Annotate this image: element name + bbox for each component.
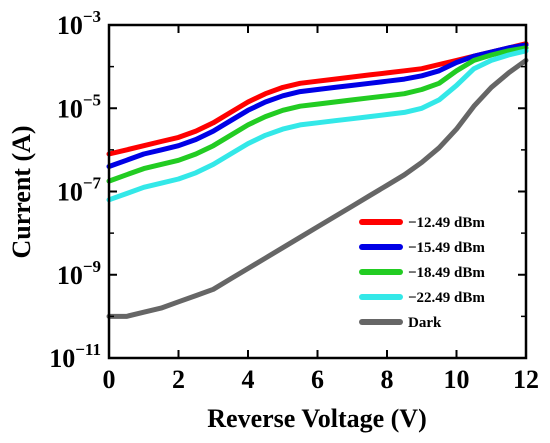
series-line-3 — [106, 48, 529, 203]
x-axis-title: Reverse Voltage (V) — [207, 404, 427, 433]
legend-label-3: −22.49 dBm — [408, 290, 485, 306]
y-axis-title: Current (A) — [7, 125, 36, 258]
series-layer — [106, 41, 529, 319]
series-line-4 — [106, 57, 529, 319]
y-tick-label-0: 10−3 — [57, 7, 101, 40]
x-tick-label-1: 2 — [172, 365, 185, 394]
y-tick-label-1: 10−5 — [57, 90, 101, 123]
series-line-2 — [106, 45, 529, 184]
x-tick-label-6: 12 — [513, 365, 539, 394]
series-line-1 — [106, 42, 529, 169]
y-tick-label-4: 10−11 — [49, 340, 101, 373]
y-tick-label-3: 10−9 — [57, 257, 101, 290]
legend-label-2: −18.49 dBm — [408, 265, 485, 281]
x-tick-label-3: 6 — [311, 365, 324, 394]
x-tick-label-2: 4 — [242, 365, 255, 394]
legend: −12.49 dBm −15.49 dBm −18.49 dBm −22.49 dBm… — [359, 215, 485, 331]
x-tick-label-0: 0 — [103, 365, 116, 394]
legend-label-0: −12.49 dBm — [408, 215, 485, 231]
legend-label-4: Dark — [408, 315, 442, 331]
ticks-layer: 0 2 4 6 8 10 12 10−3 10−5 10−7 10−9 10−11 — [49, 7, 539, 394]
x-tick-label-4: 8 — [381, 365, 394, 394]
plot-frame — [107, 23, 528, 360]
y-tick-label-2: 10−7 — [57, 174, 102, 207]
legend-label-1: −15.49 dBm — [408, 240, 485, 256]
x-tick-label-5: 10 — [444, 365, 470, 394]
